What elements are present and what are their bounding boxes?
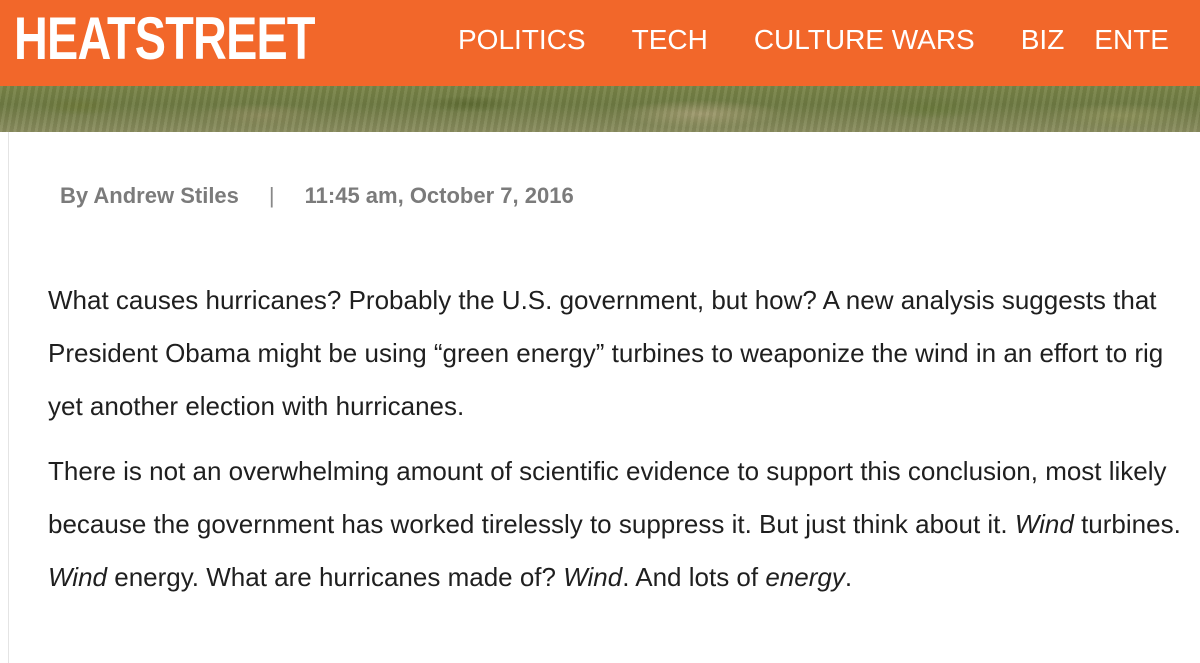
article-body: What causes hurricanes? Probably the U.S… xyxy=(48,274,1198,616)
site-header: HEATSTREET POLITICS TECH CULTURE WARS BI… xyxy=(0,0,1200,86)
nav-item-politics[interactable]: POLITICS xyxy=(458,24,586,55)
nav-item-culture-wars[interactable]: CULTURE WARS xyxy=(753,24,975,55)
publish-timestamp: 11:45 am, October 7, 2016 xyxy=(304,183,574,208)
paragraph-text: There is not an overwhelming amount of s… xyxy=(48,456,1167,539)
author-name[interactable]: By Andrew Stiles xyxy=(60,183,239,208)
nav-item-biz[interactable]: BIZ xyxy=(1020,24,1065,55)
site-logo[interactable]: HEATSTREET xyxy=(14,5,316,72)
emphasis-text: Wind xyxy=(1014,509,1074,539)
paragraph-text: turbines. xyxy=(1073,509,1181,539)
paragraph-text: energy. What are hurricanes made of? xyxy=(107,562,564,592)
paragraph-text: . And lots of xyxy=(622,562,766,592)
article-card xyxy=(8,132,1200,663)
article-byline: By Andrew Stiles | 11:45 am, October 7, 20… xyxy=(60,180,574,212)
emphasis-text: energy xyxy=(765,562,845,592)
byline-separator: | xyxy=(268,183,275,208)
emphasis-text: Wind xyxy=(563,562,623,592)
paragraph-text: . xyxy=(844,562,853,592)
nav-item-entertainment[interactable]: ENTE xyxy=(1094,24,1169,55)
article-paragraph: What causes hurricanes? Probably the U.S… xyxy=(48,285,1164,421)
nav-item-tech[interactable]: TECH xyxy=(631,24,708,55)
emphasis-text: Wind xyxy=(48,562,108,592)
main-nav: POLITICS TECH CULTURE WARS BIZ ENTE xyxy=(458,0,1200,80)
hero-image xyxy=(0,86,1200,132)
article-paragraph: There is not an overwhelming amount of s… xyxy=(48,445,1198,604)
